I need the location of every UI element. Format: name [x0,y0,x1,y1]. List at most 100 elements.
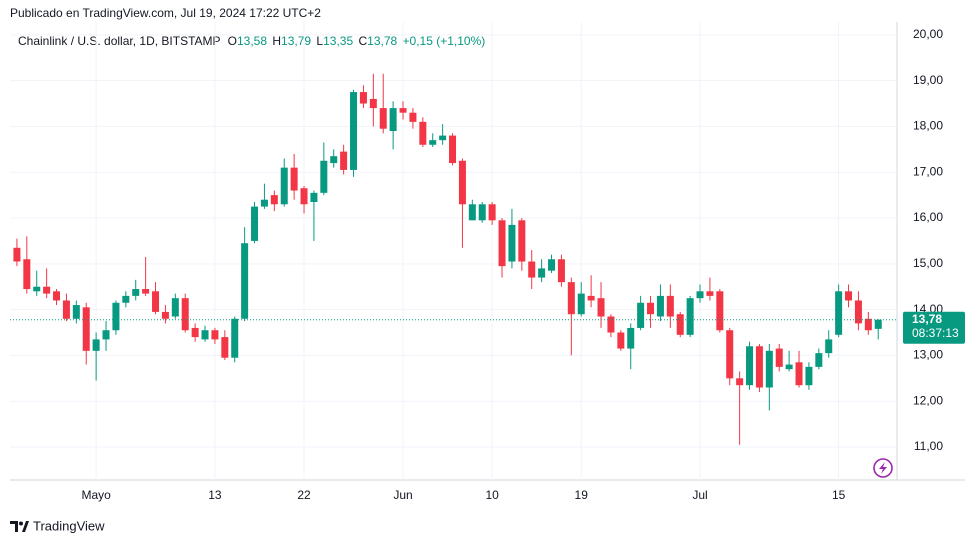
candle-body [241,243,249,319]
price-tag [903,311,965,344]
candle-body [211,330,219,340]
candle-body [627,327,635,349]
candle-body [409,112,417,122]
candle-body [310,192,318,202]
candle-body [736,378,744,386]
candle-body [340,151,348,170]
x-tick-label: Jun [393,488,412,502]
candle-body [567,282,575,315]
candle-body [161,311,169,319]
legend: Chainlink / U.S. dollar, 1D, BITSTAMP O1… [18,34,485,48]
candle-body [825,339,833,354]
ohlc-key: O [228,34,237,48]
y-tick-label: 20,00 [913,27,943,41]
candle-body [746,346,754,386]
candle-body [122,295,130,303]
candle-body [350,92,358,170]
candle-body [300,188,308,205]
x-tick-label: 22 [297,488,311,502]
ohlc-value: 13,78 [367,34,397,48]
candle-body [132,289,140,296]
alert-icon [873,458,893,478]
candle-body [785,364,793,370]
ohlc-key: L [316,34,323,48]
ohlc-key: C [358,34,367,48]
y-tick-label: 16,00 [913,210,943,224]
candle-body [369,98,377,109]
candle-body [775,348,783,367]
candle-body [379,108,387,129]
y-tick-label: 11,00 [914,439,943,453]
candle-body [330,156,338,164]
candle-body [112,302,120,331]
candle-body [696,291,704,299]
candle-body [270,195,278,205]
candle-body [458,160,466,205]
candle-body [587,295,595,301]
x-tick-label: Jul [692,488,707,502]
y-tick-label: 12,00 [913,393,943,407]
candle-body [478,204,486,221]
candle-body [647,302,655,315]
candle-body [251,206,259,241]
symbol: Chainlink / U.S. dollar, 1D, BITSTAMP [18,34,221,48]
brand-logo [10,521,29,532]
candle-body [142,289,150,294]
candle-body [518,220,526,262]
candle-body [597,298,605,317]
candle-body [191,327,199,338]
candle-body [33,286,41,292]
candle-body [102,330,110,340]
candle-body [468,204,476,221]
candle-body [359,92,367,104]
candle-body [726,330,734,379]
candle-body [488,204,496,221]
ohlc-value: 13,58 [237,34,267,48]
candle-body [805,366,813,386]
candle-body [765,350,773,388]
candle-body [171,298,179,317]
candle-body [874,319,882,329]
candle-body [508,224,516,262]
y-tick-label: 18,00 [913,119,943,133]
candle-body [864,318,872,331]
candle-body [399,108,407,113]
candle-body [538,268,546,278]
candle-body [498,220,506,267]
candle-body [656,295,664,317]
candle-body [260,199,268,207]
y-tick-label: 13,00 [913,348,943,362]
candle-body [845,291,853,301]
candle-body [577,293,585,315]
x-tick-label: 19 [575,488,589,502]
candle-body [439,135,447,141]
candle-body [201,330,209,340]
candle-body [449,135,457,164]
ohlc-key: H [272,34,281,48]
y-tick-label: 15,00 [913,256,943,270]
candle-body [181,298,189,331]
y-tick-label: 17,00 [913,164,943,178]
candle-body [290,167,298,191]
candle-body [53,291,61,301]
x-tick-label: 10 [485,488,499,502]
candle-body [716,291,724,331]
candle-body [429,140,437,145]
candle-body [548,259,556,271]
candle-body [82,307,90,351]
candle-body [419,121,427,145]
candle-body [62,300,70,319]
price-tag-countdown: 08:37:13 [912,326,959,340]
candle-body [617,332,625,349]
candle-body [43,286,51,294]
candle-body [152,291,160,312]
candle-body [320,160,328,193]
change: +0,15 (+1,10%) [403,34,486,48]
published-note: Publicado en TradingView.com, Jul 19, 20… [10,6,321,20]
candle-body [23,259,31,290]
candle-body [686,298,694,335]
candle-body [706,291,714,296]
candle-body [835,291,843,335]
